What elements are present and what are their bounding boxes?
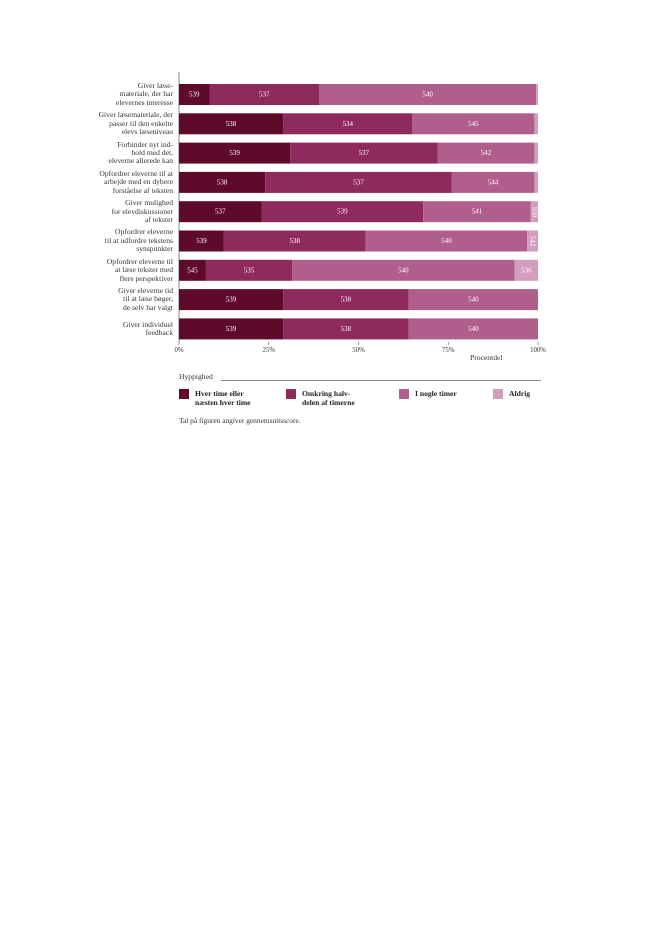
category-label: Giver individuel feedback bbox=[123, 319, 173, 337]
category-label: Opfordrer eleverne til at arbejde med en … bbox=[99, 168, 173, 195]
bar-segment bbox=[179, 142, 291, 164]
bar-score-label: 539 bbox=[337, 208, 348, 216]
legend-item-every-lesson: Hver time eller næsten hver time bbox=[179, 389, 251, 407]
bar-segment bbox=[408, 318, 538, 340]
bar-segment bbox=[423, 201, 531, 223]
x-tick-label: 100% bbox=[530, 347, 546, 354]
x-tick-label: 25% bbox=[263, 347, 276, 354]
bar-score-label: 540 bbox=[468, 325, 479, 333]
legend-label: Hver time eller næsten hver time bbox=[195, 389, 251, 407]
bar-segment bbox=[437, 142, 535, 164]
legend-item-half-lessons: Omkring halv- delen af timerne bbox=[286, 389, 355, 407]
bar-segment bbox=[179, 201, 262, 223]
legend-label: Omkring halv- delen af timerne bbox=[302, 389, 355, 407]
bar-score-label: 537 bbox=[259, 91, 270, 99]
bar-score-label: 538 bbox=[226, 120, 237, 128]
bar-segment bbox=[179, 113, 284, 135]
bar-score-label: 540 bbox=[398, 266, 409, 274]
bar-segment bbox=[179, 318, 284, 340]
bar-score-label: 537 bbox=[359, 149, 370, 157]
bar-segment bbox=[451, 171, 535, 193]
legend-label: I nogle timer bbox=[415, 389, 457, 398]
x-tick-label: 75% bbox=[442, 347, 455, 354]
bar-segment bbox=[179, 259, 206, 281]
legend-swatch bbox=[179, 389, 189, 399]
bar-segment bbox=[319, 84, 537, 105]
category-label: Giver læsemateriale, der passer til den e… bbox=[98, 110, 173, 136]
bar-segment bbox=[179, 289, 284, 311]
bar-segment bbox=[534, 171, 538, 193]
bar-score-label: 536 bbox=[521, 266, 532, 274]
footnote: Tal på figuren angiver gennemsnitsscore. bbox=[179, 416, 301, 425]
bar-score-label: 537 bbox=[215, 208, 226, 216]
category-label: Giver eleverne tid til at læse bøger, de s… bbox=[118, 286, 173, 312]
bar-score-label: 542 bbox=[529, 236, 537, 247]
bar-segment bbox=[527, 230, 538, 252]
category-label: Opfordrer eleverne til at udfordre tekste… bbox=[104, 227, 173, 254]
bar-score-label: 544 bbox=[488, 178, 499, 186]
bar-segment bbox=[179, 84, 210, 105]
bar-segment bbox=[209, 84, 320, 105]
x-axis-title: Procentdel bbox=[470, 353, 503, 362]
bar-segment bbox=[536, 84, 538, 105]
legend-title: Hyppighed bbox=[179, 372, 213, 381]
bar-score-label: 545 bbox=[187, 266, 198, 274]
bar-score-label: 539 bbox=[196, 237, 207, 245]
bar-segment bbox=[265, 171, 452, 193]
bar-segment bbox=[534, 142, 538, 164]
bar-score-label: 538 bbox=[217, 178, 228, 186]
bar-score-label: 550 bbox=[530, 206, 538, 217]
legend-item-some-lessons: I nogle timer bbox=[399, 389, 457, 399]
bar-segment bbox=[205, 259, 293, 281]
bar-segment bbox=[283, 318, 409, 340]
bar-segment bbox=[261, 201, 424, 223]
bar-segment bbox=[283, 289, 409, 311]
bar-score-label: 535 bbox=[244, 266, 255, 274]
bar-score-label: 538 bbox=[341, 296, 352, 304]
bar-segment bbox=[530, 201, 538, 223]
legend-item-never: Aldrig bbox=[493, 389, 530, 399]
bar-score-label: 539 bbox=[226, 296, 237, 304]
category-label: Giver læse-materiale, der har elevernes i… bbox=[115, 80, 173, 107]
category-label: Forbinder nyt ind-hold med det, eleverne … bbox=[108, 139, 173, 166]
legend-divider bbox=[221, 380, 541, 381]
bar-score-label: 538 bbox=[341, 325, 352, 333]
x-tick-label: 50% bbox=[352, 347, 365, 354]
bar-score-label: 542 bbox=[481, 149, 492, 157]
bar-segment bbox=[534, 113, 538, 135]
bar-score-label: 539 bbox=[189, 91, 200, 99]
legend-label: Aldrig bbox=[509, 389, 531, 398]
bar-segment bbox=[408, 289, 538, 311]
bar-segment bbox=[290, 142, 438, 164]
bar-score-label: 540 bbox=[422, 91, 433, 99]
bar-segment bbox=[365, 230, 528, 252]
legend-swatch bbox=[286, 389, 296, 399]
bar-score-label: 539 bbox=[229, 149, 240, 157]
bar-score-label: 540 bbox=[468, 296, 479, 304]
category-label: Opfordrer eleverne til at læse tekster me… bbox=[106, 256, 173, 283]
category-label: Giver mulighed for elevdiskussioner af tek… bbox=[111, 198, 173, 224]
bar-score-label: 537 bbox=[353, 178, 364, 186]
bar-segment bbox=[179, 230, 224, 252]
bar-score-label: 538 bbox=[290, 237, 301, 245]
bar-segment bbox=[514, 259, 538, 281]
bar-segment bbox=[412, 113, 535, 135]
bar-score-label: 534 bbox=[342, 120, 353, 128]
bar-score-label: 540 bbox=[441, 237, 452, 245]
legend-swatch bbox=[399, 389, 409, 399]
bar-segment bbox=[223, 230, 366, 252]
bar-score-label: 539 bbox=[226, 325, 237, 333]
legend-swatch bbox=[493, 389, 503, 399]
bar-segment bbox=[292, 259, 515, 281]
bar-segment bbox=[179, 171, 266, 193]
bar-segment bbox=[283, 113, 413, 135]
bar-score-label: 545 bbox=[468, 120, 479, 128]
x-tick-label: 0% bbox=[174, 347, 183, 354]
bar-score-label: 541 bbox=[472, 208, 483, 216]
